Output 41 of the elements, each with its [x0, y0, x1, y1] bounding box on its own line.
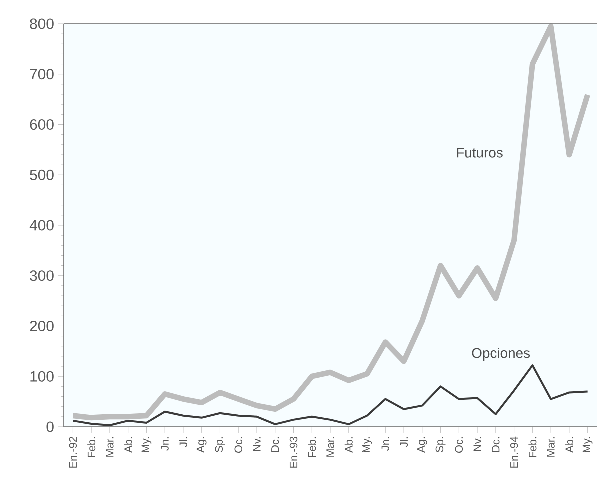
series-label: Futuros — [457, 148, 503, 158]
x-tick-label: Oc. — [455, 438, 464, 454]
x-tick-label: Dc. — [272, 438, 280, 452]
x-tick-label: Ab. — [565, 438, 574, 453]
x-tick-label: Ab. — [344, 438, 353, 453]
x-tick-label: En.-94 — [510, 436, 518, 468]
x-tick-label: Dc. — [492, 438, 500, 452]
x-tick-label: My. — [582, 438, 593, 452]
x-tick-label: Jl. — [400, 438, 408, 448]
y-tick-label: 0 — [46, 422, 54, 432]
x-tick-label: Feb. — [308, 438, 316, 458]
x-tick-label: Sp. — [436, 438, 446, 452]
x-tick-label: Feb. — [528, 438, 537, 458]
x-tick-label: Ab. — [124, 438, 132, 453]
x-tick-label: Nv. — [474, 438, 482, 452]
x-tick-label: Sp. — [215, 438, 226, 452]
x-tick-label: Ag. — [196, 438, 207, 453]
x-tick-label: En.-92 — [69, 437, 78, 468]
x-tick-label: Nv. — [253, 438, 261, 452]
x-tick-label: Jn. — [161, 438, 169, 451]
x-tick-label: My. — [142, 438, 152, 452]
x-tick-label: Oc. — [234, 438, 242, 454]
series-label: Opciones — [472, 348, 530, 361]
x-tick-label: Feb. — [88, 438, 96, 458]
x-tick-label: Mar. — [106, 438, 114, 457]
y-tick-label: 700 — [30, 69, 54, 80]
y-tick-label: 800 — [30, 18, 54, 30]
y-tick-label: 400 — [30, 220, 54, 231]
x-tick-label: Mar. — [326, 438, 334, 457]
y-tick-label: 100 — [30, 371, 54, 382]
y-tick-label: 200 — [30, 320, 54, 332]
x-tick-label: En.-93 — [290, 436, 298, 468]
x-tick-label: Jl. — [179, 438, 188, 448]
y-tick-label: 500 — [30, 170, 54, 180]
y-tick-label: 300 — [30, 270, 54, 282]
x-tick-label: Jn. — [382, 438, 390, 451]
x-tick-label: Mar. — [547, 438, 555, 457]
x-tick-label: Ag. — [418, 438, 428, 453]
x-tick-label: My. — [362, 438, 372, 452]
y-tick-label: 600 — [30, 119, 54, 130]
line-series — [72, 364, 589, 426]
